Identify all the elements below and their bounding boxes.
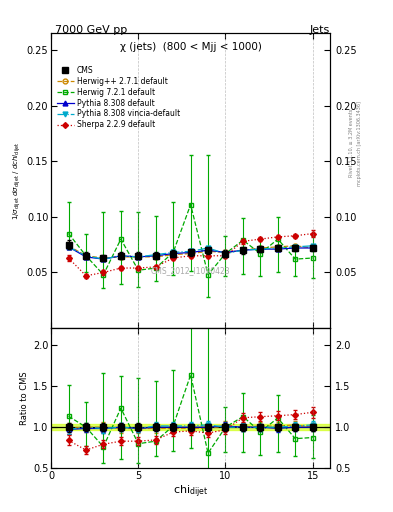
Y-axis label: Ratio to CMS: Ratio to CMS bbox=[20, 372, 29, 425]
Legend: CMS, Herwig++ 2.7.1 default, Herwig 7.2.1 default, Pythia 8.308 default, Pythia : CMS, Herwig++ 2.7.1 default, Herwig 7.2.… bbox=[54, 63, 183, 133]
Y-axis label: $1/\sigma_{\mathrm{dijet}}\ d\sigma_{\mathrm{dijet}}\ /\ dchi_{\mathrm{dijet}}$: $1/\sigma_{\mathrm{dijet}}\ d\sigma_{\ma… bbox=[11, 141, 22, 220]
Text: Jets: Jets bbox=[310, 25, 330, 35]
Text: Rivet 3.1.10, ≥ 3.2M events: Rivet 3.1.10, ≥ 3.2M events bbox=[349, 109, 354, 178]
Bar bbox=[51, 424, 330, 431]
Text: CMS_2012_I1090423: CMS_2012_I1090423 bbox=[151, 266, 230, 275]
Text: 7000 GeV pp: 7000 GeV pp bbox=[55, 25, 127, 35]
X-axis label: $\mathrm{chi}_{\mathrm{dijet}}$: $\mathrm{chi}_{\mathrm{dijet}}$ bbox=[173, 484, 208, 500]
Text: mcplots.cern.ch [arXiv:1306.3436]: mcplots.cern.ch [arXiv:1306.3436] bbox=[357, 101, 362, 186]
Text: χ (jets)  (800 < Mjj < 1000): χ (jets) (800 < Mjj < 1000) bbox=[119, 42, 262, 52]
